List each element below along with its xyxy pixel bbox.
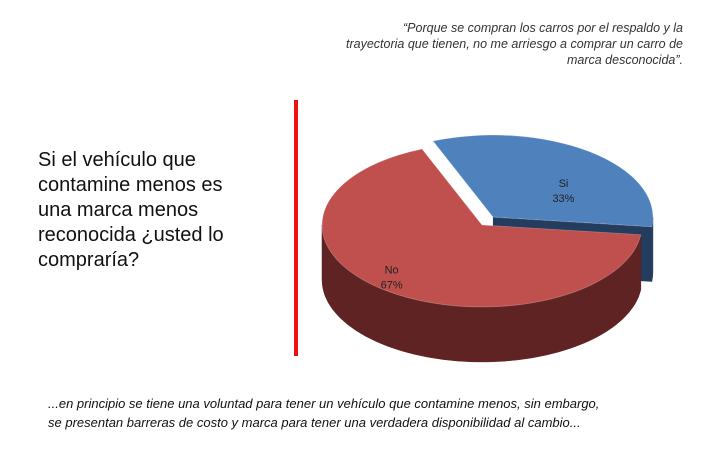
- survey-question: Si el vehículo que contamine menos es un…: [38, 148, 283, 273]
- slice-no-category-label: No: [385, 265, 399, 277]
- question-line: una marca menos: [38, 199, 199, 221]
- slice-si-percent-label: 33%: [552, 193, 574, 205]
- question-line: Si el vehículo que: [38, 149, 196, 171]
- quote-line: trayectoria que tienen, no me arriesgo a…: [346, 37, 683, 51]
- pie-chart: Si 33% No 67%: [321, 134, 654, 363]
- red-divider: [294, 100, 298, 356]
- quote-line: “Porque se compran los carros por el res…: [403, 21, 683, 35]
- question-line: reconocida ¿usted lo: [38, 224, 224, 246]
- question-line: contamine menos es: [38, 174, 223, 196]
- slice-no-percent-label: 67%: [381, 280, 403, 292]
- quote-text: “Porque se compran los carros por el res…: [313, 20, 683, 68]
- quote-line: marca desconocida”.: [566, 53, 683, 67]
- slice-no: [321, 148, 642, 308]
- slice-si: [432, 134, 654, 228]
- question-line: compraría?: [38, 249, 140, 271]
- slice-si-category-label: Si: [559, 178, 569, 190]
- conclusion-line: ...en principio se tiene una voluntad pa…: [48, 396, 600, 411]
- conclusion-text: ...en principio se tiene una voluntad pa…: [48, 394, 708, 432]
- conclusion-line: se presentan barreras de costo y marca p…: [48, 415, 581, 430]
